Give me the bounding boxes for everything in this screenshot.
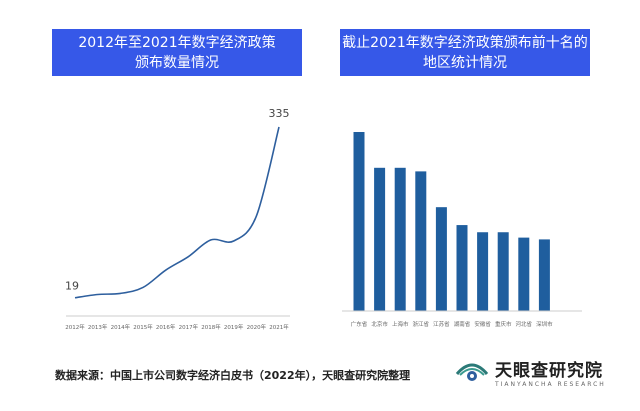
data-label: 19 [65, 280, 79, 293]
x-tick-label: 2016年 [156, 323, 176, 331]
left-title-line2: 颁布数量情况 [135, 54, 219, 71]
eye-logo-icon [455, 363, 489, 381]
x-tick-label: 浙江省 [413, 320, 430, 328]
x-tick-label: 北京市 [371, 320, 388, 328]
bar [353, 132, 365, 311]
left-chart-title: 2012年至2021年数字经济政策 颁布数量情况 [52, 29, 302, 76]
x-tick-label: 广东省 [351, 320, 368, 328]
x-tick-label: 河北省 [516, 320, 533, 328]
bar [538, 239, 550, 311]
x-tick-label: 2012年 [65, 323, 85, 331]
x-tick-label: 江苏省 [433, 320, 450, 328]
line-series-path [74, 126, 280, 299]
right-title-line2: 地区统计情况 [423, 54, 507, 71]
x-tick-label: 重庆市 [495, 320, 512, 328]
bar [394, 167, 406, 311]
bar [374, 167, 386, 311]
data-label: 335 [269, 107, 290, 120]
x-tick-label: 湖南省 [454, 320, 471, 328]
right-title-line1: 截止2021年数字经济政策颁布前十名的 [342, 34, 588, 51]
x-tick-label: 2015年 [133, 323, 153, 331]
logo-main-text: 天眼查研究院 [495, 361, 603, 381]
bar [518, 237, 530, 311]
logo-sub-text: TIANYANCHA RESEARCH [495, 381, 606, 388]
x-tick-label: 安徽省 [474, 320, 491, 328]
x-tick-label: 2014年 [111, 323, 131, 331]
source-note: 数据来源：中国上市公司数字经济白皮书（2022年），天眼查研究院整理 [55, 369, 411, 382]
bar [477, 232, 489, 311]
x-tick-label: 2018年 [201, 323, 221, 331]
brand-logo: 天眼查研究院 TIANYANCHA RESEARCH [455, 356, 606, 388]
bar [435, 207, 447, 311]
bar [497, 232, 509, 311]
x-tick-label: 2013年 [88, 323, 108, 331]
x-tick-label: 2017年 [179, 323, 199, 331]
x-tick-label: 2021年 [269, 323, 289, 331]
right-chart-title: 截止2021年数字经济政策颁布前十名的 地区统计情况 [340, 29, 590, 76]
x-tick-label: 上海市 [392, 320, 409, 328]
line-chart: 2012年 2013年 2014年 2015年 2016年 2017年 2018年 2019年… [65, 107, 290, 331]
bar [415, 171, 427, 311]
bar [456, 225, 468, 311]
x-tick-label: 深圳市 [536, 320, 553, 328]
left-title-line1: 2012年至2021年数字经济政策 [78, 34, 276, 51]
bar-chart: 广东省 北京市 上海市 浙江省 江苏省 湖南省 安徽省 重庆市 河北省 深圳市 [342, 132, 582, 328]
x-tick-label: 2019年 [224, 323, 244, 331]
x-tick-label: 2020年 [247, 323, 267, 331]
